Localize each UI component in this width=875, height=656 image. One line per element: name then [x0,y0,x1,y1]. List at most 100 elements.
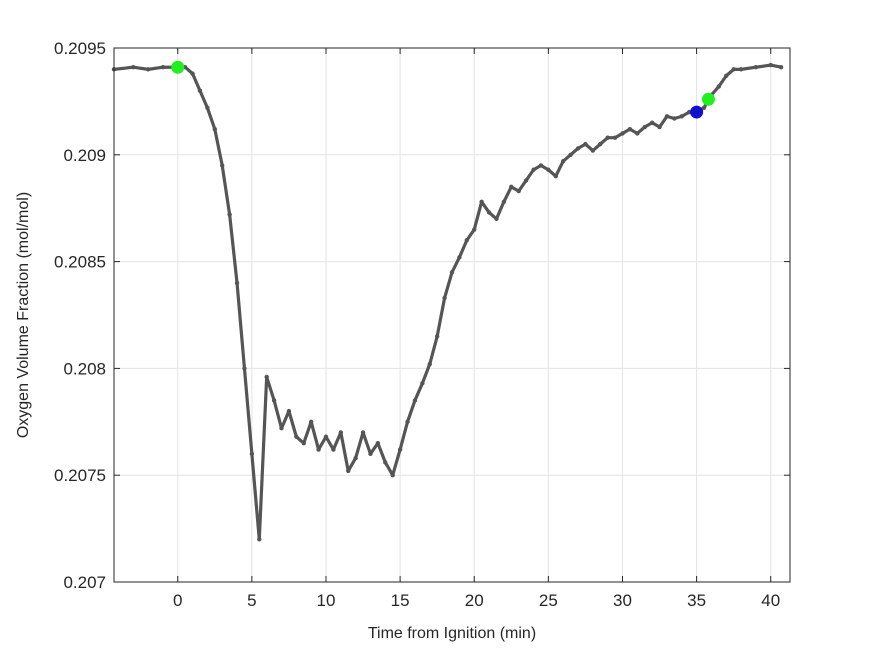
data-point [308,419,314,424]
data-point [442,295,447,301]
data-point [679,114,684,119]
x-tick-label: 25 [539,591,558,610]
y-tick-label: 0.209 [63,146,106,165]
y-tick-label: 0.2095 [54,39,106,58]
data-point [716,84,722,89]
data-point [464,238,470,243]
x-axis-ticks: 0 5 10 15 20 25 30 35 40 [173,48,780,610]
data-point [360,430,366,435]
data-point [494,216,499,222]
data-point [316,447,321,452]
data-point [649,120,655,125]
data-point [242,366,247,371]
data-point [420,381,425,386]
data-point [197,88,203,93]
data-point [375,440,381,446]
data-point [778,65,784,70]
x-tick-label: 10 [317,591,336,610]
x-tick-label: 40 [761,591,780,610]
plot-area-background [114,48,790,582]
x-tick-label: 35 [687,591,706,610]
data-point [523,178,529,183]
data-point [672,116,677,121]
data-point [286,408,292,414]
x-tick-label: 5 [247,591,256,610]
data-point [598,141,603,147]
data-point [412,398,418,403]
data-point [501,199,507,204]
data-point [368,451,373,457]
data-point [546,167,551,172]
data-point [271,398,277,403]
data-point [390,473,395,478]
y-tick-label: 0.207 [63,573,106,592]
data-point [397,447,403,452]
data-point [509,184,514,190]
event-marker [701,92,715,106]
data-point [338,430,344,435]
data-point [516,188,521,194]
data-point [605,135,610,140]
y-tick-label: 0.2085 [54,253,106,272]
data-point [190,71,195,76]
data-point [294,434,299,439]
data-point [160,65,166,70]
data-point [353,455,358,461]
x-tick-label: 20 [465,591,484,610]
data-point [301,440,306,446]
data-point [434,334,440,339]
data-point [768,62,773,68]
data-point [612,135,618,140]
data-point [234,280,240,286]
data-point [531,167,536,172]
y-axis-ticks: 0.207 0.2075 0.208 0.2085 0.209 0.2095 [54,39,790,592]
data-point [724,73,729,78]
data-point [620,131,625,136]
data-point [249,451,255,457]
data-point [405,419,410,424]
data-point [753,65,759,70]
data-point [279,426,284,431]
data-point [553,173,558,179]
data-point [583,141,588,147]
series-layer [111,62,784,542]
x-axis-label: Time from Ignition (min) [368,625,536,642]
data-point [560,159,566,164]
x-tick-label: 30 [613,591,632,610]
data-point [205,105,210,111]
marker-layer [171,60,715,119]
data-point [575,146,581,151]
data-point [486,210,492,215]
data-point [131,65,136,70]
y-tick-label: 0.208 [63,359,106,378]
data-point [264,374,269,380]
data-point [701,105,707,111]
data-point [642,124,647,130]
data-point [427,361,432,367]
data-point [664,114,670,119]
data-point [657,124,662,130]
data-point [331,447,336,452]
event-marker [171,60,185,74]
data-point [449,270,455,275]
x-tick-label: 15 [391,591,410,610]
data-point [346,468,351,474]
data-point [212,126,218,132]
data-point [145,67,151,72]
data-point [635,131,640,136]
data-point [457,255,462,260]
data-point [738,67,744,72]
data-point [538,163,544,168]
data-point [590,148,596,153]
data-point [257,537,262,542]
data-point [479,199,484,204]
data-point [383,460,388,465]
y-tick-label: 0.2075 [54,466,106,485]
data-point [568,152,573,157]
data-point [227,212,232,217]
data-point [220,163,225,168]
data-point [731,67,736,72]
data-point [323,434,329,439]
plot-area-frame [113,47,791,583]
